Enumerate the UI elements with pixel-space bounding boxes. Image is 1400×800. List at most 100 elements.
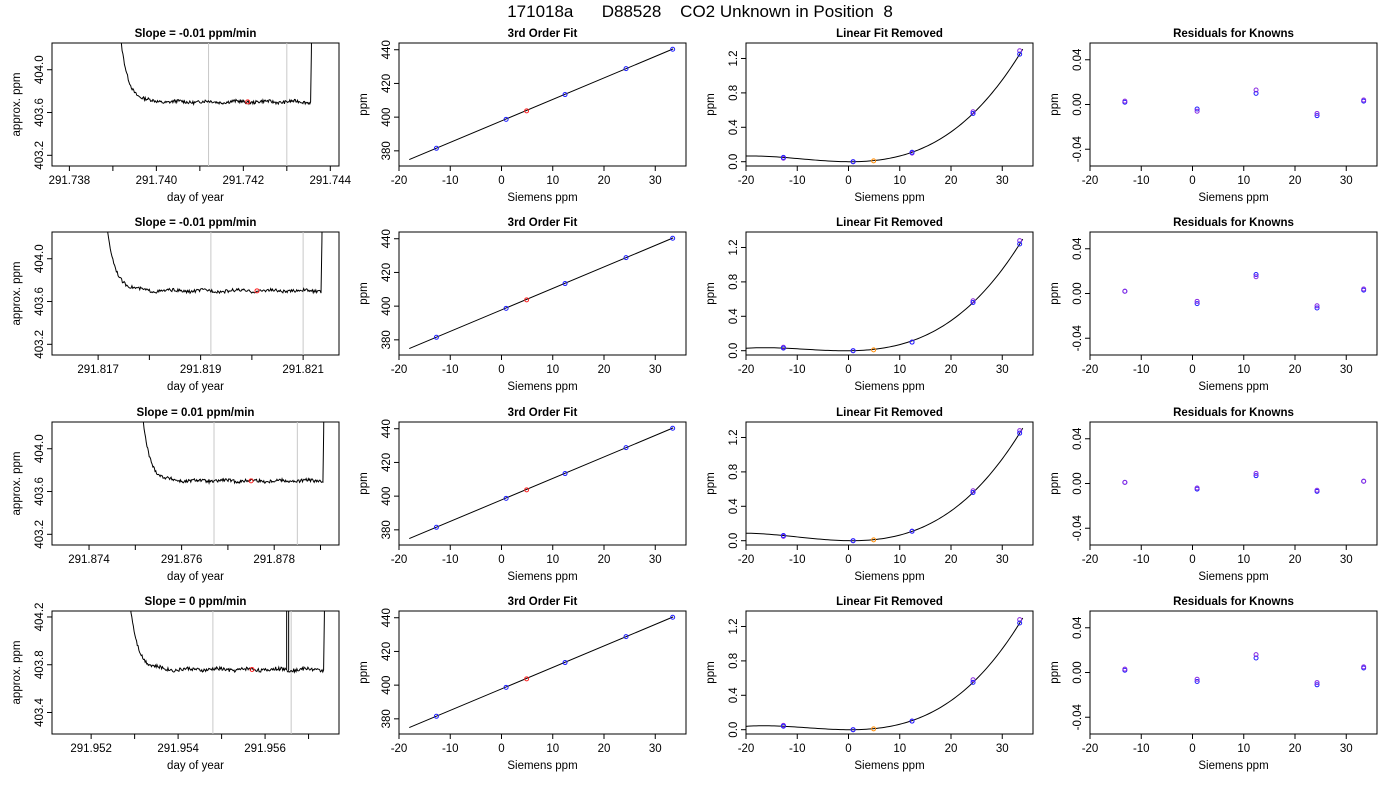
panel-1-2: 3rd Order Fit -20 -10 0 10 20 30 380 400 420 440 Si… — [358, 28, 687, 204]
y-tick-label: 400 — [381, 297, 393, 316]
y-tick-label: 380 — [381, 520, 393, 539]
known-point — [1314, 487, 1320, 493]
x-tick-label: 30 — [1340, 364, 1353, 376]
y-tick-label: 0.0 — [728, 722, 740, 738]
known-point — [780, 533, 786, 539]
panel-title: Residuals for Knowns — [1173, 596, 1294, 608]
known-point — [1122, 288, 1128, 294]
fit-line — [409, 237, 674, 350]
known-point — [1361, 286, 1367, 292]
x-tick-label: 291.954 — [157, 743, 199, 755]
plot-area — [1122, 271, 1367, 311]
x-axis-label: Siemens ppm — [854, 192, 924, 204]
known-point — [1194, 676, 1200, 682]
y-tick-label: 404.2 — [34, 603, 46, 632]
x-tick-label: 0 — [498, 743, 504, 755]
panel-2-1: Slope = -0.01 ppm/min 291.817 291.819 291.8… — [11, 217, 340, 393]
known-point — [1253, 274, 1259, 280]
x-tick-label: 20 — [945, 554, 958, 566]
known-point — [1253, 652, 1259, 658]
panel-title: Slope = -0.01 ppm/min — [135, 217, 257, 229]
unknown-point — [871, 537, 877, 543]
known-point — [562, 471, 568, 477]
known-point — [780, 345, 786, 351]
x-tick-label: 10 — [893, 364, 906, 376]
plot-frame — [745, 231, 1034, 356]
known-point — [623, 445, 629, 451]
known-point — [503, 305, 509, 311]
panel-1-3: Linear Fit Removed -20 -10 0 10 20 30 0.0 0.4 0.8… — [705, 28, 1034, 204]
x-tick-label: 0 — [1189, 364, 1195, 376]
known-point — [670, 425, 676, 431]
known-point — [433, 713, 439, 719]
known-point — [503, 116, 509, 122]
y-axis-label: ppm — [1049, 93, 1061, 115]
y-axis-label: ppm — [705, 93, 717, 115]
x-tick-label: 20 — [598, 364, 611, 376]
known-point — [850, 159, 856, 165]
known-point — [1017, 51, 1023, 57]
y-tick-label: 0.00 — [1072, 93, 1084, 115]
plot-frame — [51, 421, 340, 546]
x-tick-label: 291.821 — [282, 364, 324, 376]
panel-2-2: 3rd Order Fit -20 -10 0 10 20 30 380 400 420 440 Si… — [358, 217, 687, 393]
known-point — [670, 614, 676, 620]
x-tick-label: 20 — [598, 554, 611, 566]
y-tick-label: -0.04 — [1072, 325, 1084, 352]
x-tick-label: 30 — [649, 364, 662, 376]
unknown-point — [524, 108, 530, 114]
y-tick-label: 1.2 — [728, 429, 740, 445]
x-tick-label: 20 — [1289, 554, 1302, 566]
y-axis-label: ppm — [705, 661, 717, 683]
y-tick-label: 0.8 — [728, 653, 740, 669]
x-axis-label: Siemens ppm — [507, 381, 577, 393]
y-tick-label: 403.2 — [34, 141, 46, 170]
known-point-2 — [1017, 238, 1023, 244]
y-tick-label: 0.00 — [1072, 661, 1084, 683]
x-tick-label: 30 — [1340, 554, 1353, 566]
x-tick-label: -20 — [1082, 554, 1099, 566]
plot-frame — [398, 231, 687, 356]
plot-area — [409, 235, 676, 350]
x-tick-label: 20 — [1289, 175, 1302, 187]
panel-title: Slope = 0.01 ppm/min — [137, 407, 255, 419]
known-point-2 — [970, 677, 976, 683]
known-point — [1194, 298, 1200, 304]
x-tick-label: 0 — [1189, 175, 1195, 187]
x-tick-label: -20 — [391, 554, 408, 566]
x-axis-label: Siemens ppm — [854, 571, 924, 583]
panel-4-2: 3rd Order Fit -20 -10 0 10 20 30 380 400 420 440 Si… — [358, 596, 687, 772]
known-point — [909, 718, 915, 724]
y-axis-label: approx. ppm — [11, 262, 23, 326]
y-tick-label: 0.4 — [728, 308, 740, 325]
x-tick-label: 20 — [1289, 743, 1302, 755]
fit-line — [409, 48, 674, 161]
plot-area — [142, 422, 325, 545]
known-point — [1314, 680, 1320, 686]
y-tick-label: 0.0 — [728, 343, 740, 359]
y-tick-label: 380 — [381, 141, 393, 160]
plot-area — [1122, 87, 1367, 119]
x-tick-label: 30 — [649, 743, 662, 755]
known-point — [503, 684, 509, 690]
x-tick-label: 30 — [996, 743, 1009, 755]
known-point — [970, 490, 976, 496]
x-tick-label: -10 — [789, 364, 806, 376]
y-tick-label: 400 — [381, 487, 393, 506]
y-tick-label: 403.6 — [34, 287, 46, 316]
data-trace — [142, 422, 325, 486]
y-tick-label: 0.00 — [1072, 472, 1084, 494]
x-tick-label: -10 — [1133, 554, 1150, 566]
y-tick-label: 440 — [381, 40, 393, 59]
x-tick-label: 0 — [1189, 554, 1195, 566]
plot-area — [746, 238, 1024, 354]
panel-title: Residuals for Knowns — [1173, 217, 1294, 229]
plot-area — [1122, 652, 1367, 688]
panel-3-2: 3rd Order Fit -20 -10 0 10 20 30 380 400 420 440 Si… — [358, 407, 687, 583]
x-tick-label: -20 — [738, 743, 755, 755]
panel-title: 3rd Order Fit — [508, 28, 578, 40]
known-point — [1122, 479, 1128, 485]
x-tick-label: 291.956 — [244, 743, 286, 755]
panel-title: 3rd Order Fit — [508, 596, 578, 608]
x-tick-label: -20 — [1082, 743, 1099, 755]
